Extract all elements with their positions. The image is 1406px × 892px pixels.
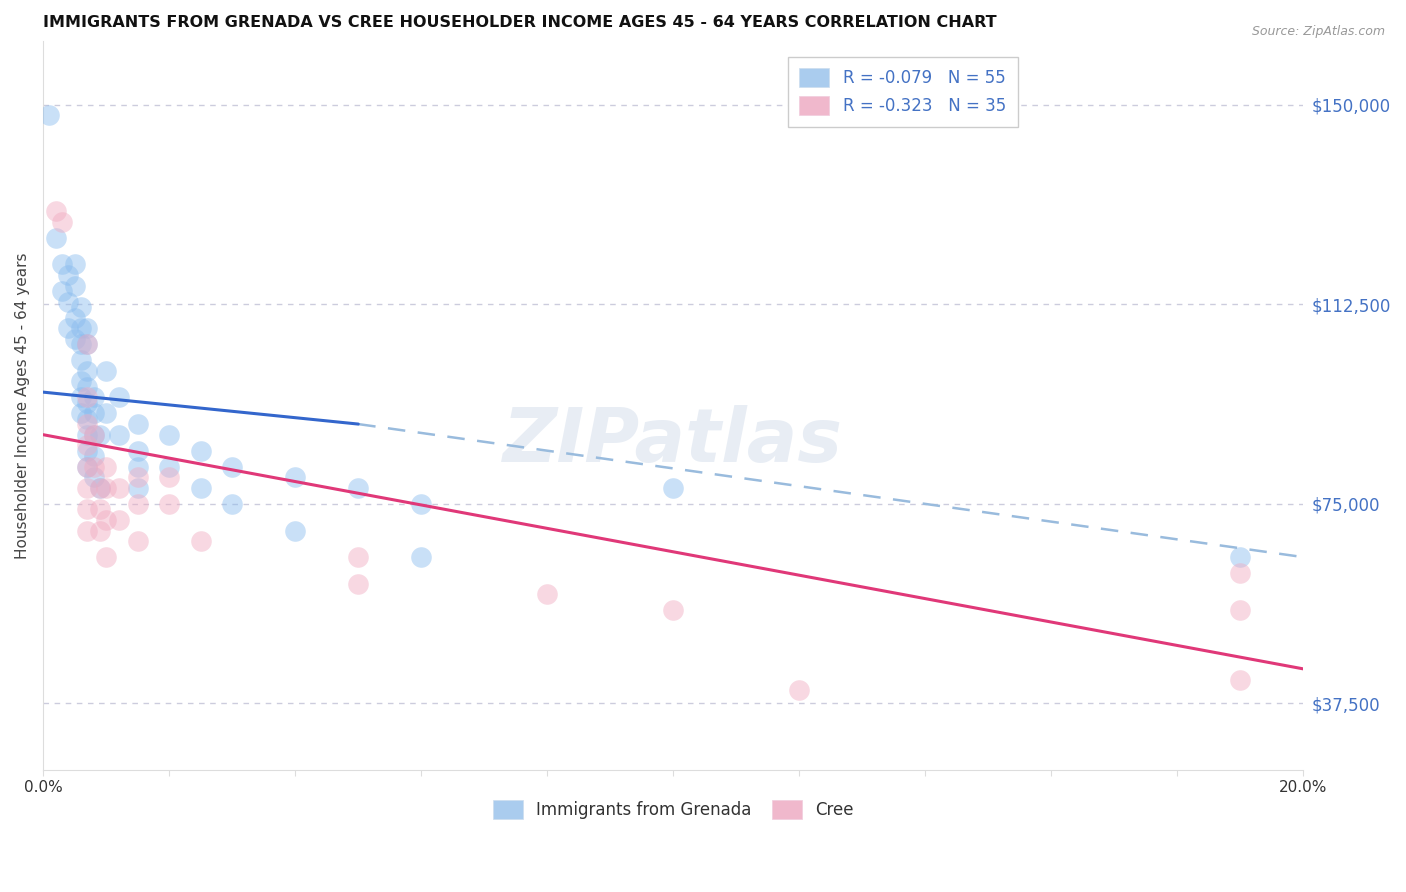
Point (70, 391, 93, 405)
Point (76, 364, 98, 378)
Point (89, 502, 111, 516)
Point (70, 337, 93, 351)
Point (83, 449, 105, 463)
Point (89, 481, 111, 495)
Point (83, 391, 105, 405)
Point (347, 550, 370, 565)
Point (63, 310, 86, 325)
Point (127, 534, 149, 549)
Point (221, 497, 243, 511)
Point (127, 497, 149, 511)
Point (127, 481, 149, 495)
Point (157, 427, 180, 442)
Point (127, 443, 149, 458)
Point (83, 470, 105, 484)
Point (76, 459, 98, 474)
Point (63, 257, 86, 271)
Point (127, 470, 149, 484)
Point (107, 427, 129, 442)
Point (107, 481, 129, 495)
Point (157, 470, 180, 484)
Point (70, 406, 93, 420)
Point (1229, 566, 1251, 580)
Point (96, 364, 118, 378)
Point (127, 417, 149, 431)
Point (76, 321, 98, 335)
Text: ZIPatlas: ZIPatlas (503, 405, 844, 478)
Point (190, 443, 212, 458)
Point (76, 427, 98, 442)
Point (76, 396, 98, 410)
Point (70, 300, 93, 314)
Point (83, 406, 105, 420)
Point (76, 443, 98, 458)
Point (89, 524, 111, 538)
Point (58, 294, 80, 309)
Point (76, 337, 98, 351)
Legend: Immigrants from Grenada, Cree: Immigrants from Grenada, Cree (485, 791, 862, 827)
Point (38, 108, 60, 122)
Point (127, 459, 149, 474)
Point (1229, 550, 1251, 565)
Point (157, 497, 180, 511)
Point (51, 284, 73, 298)
Point (58, 268, 80, 282)
Point (157, 459, 180, 474)
Point (1229, 673, 1251, 687)
Point (96, 406, 118, 420)
Point (662, 481, 685, 495)
Point (787, 683, 810, 698)
Point (76, 481, 98, 495)
Point (76, 337, 98, 351)
Point (190, 534, 212, 549)
Point (51, 257, 73, 271)
Point (76, 391, 98, 405)
Point (221, 459, 243, 474)
Point (96, 550, 118, 565)
Point (411, 550, 433, 565)
Point (411, 497, 433, 511)
Point (76, 524, 98, 538)
Point (70, 375, 93, 389)
Point (63, 332, 86, 346)
Point (83, 459, 105, 474)
Point (76, 380, 98, 394)
Point (63, 278, 86, 293)
Point (284, 524, 307, 538)
Point (89, 427, 111, 442)
Point (76, 502, 98, 516)
Point (70, 353, 93, 368)
Point (83, 427, 105, 442)
Point (107, 513, 129, 527)
Point (51, 215, 73, 229)
Text: IMMIGRANTS FROM GRENADA VS CREE HOUSEHOLDER INCOME AGES 45 - 64 YEARS CORRELATIO: IMMIGRANTS FROM GRENADA VS CREE HOUSEHOL… (44, 15, 997, 30)
Point (96, 459, 118, 474)
Point (662, 603, 685, 617)
Point (83, 427, 105, 442)
Point (70, 321, 93, 335)
Point (284, 470, 307, 484)
Y-axis label: Householder Income Ages 45 - 64 years: Householder Income Ages 45 - 64 years (15, 252, 30, 558)
Point (89, 481, 111, 495)
Point (1229, 603, 1251, 617)
Point (76, 417, 98, 431)
Point (96, 513, 118, 527)
Point (76, 438, 98, 452)
Point (76, 459, 98, 474)
Point (76, 411, 98, 425)
Point (347, 481, 370, 495)
Point (45, 204, 67, 219)
Point (347, 576, 370, 591)
Point (96, 481, 118, 495)
Text: Source: ZipAtlas.com: Source: ZipAtlas.com (1251, 25, 1385, 38)
Point (536, 587, 558, 601)
Point (58, 321, 80, 335)
Point (45, 231, 67, 245)
Point (107, 391, 129, 405)
Point (190, 481, 212, 495)
